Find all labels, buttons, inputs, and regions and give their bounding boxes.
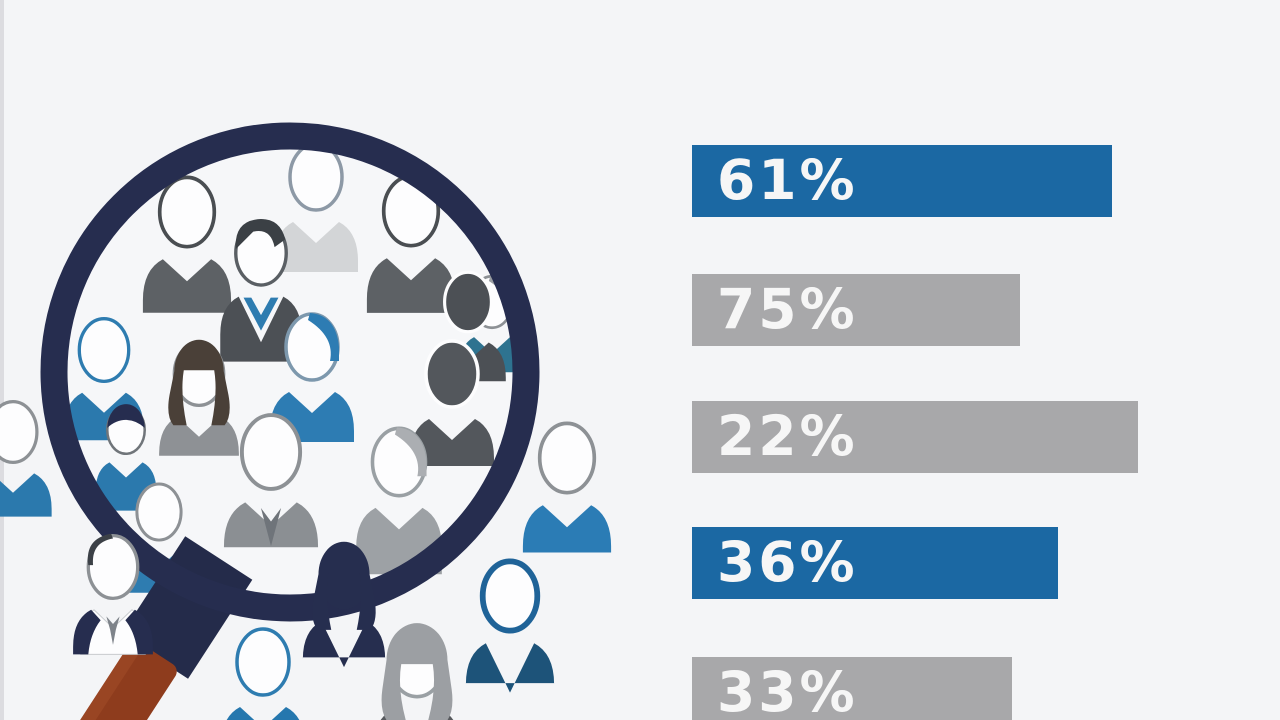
- magnifier-ring: [40, 122, 540, 622]
- bar-row: 36%: [692, 527, 1058, 599]
- person-icon: [302, 541, 386, 668]
- magnifier-handle: [32, 536, 253, 720]
- bar-row: 75%: [692, 274, 1020, 346]
- person-icon: [223, 413, 319, 548]
- person-icon: [142, 175, 232, 313]
- crowd-illustration: [0, 122, 612, 720]
- bar-label: 22%: [717, 403, 858, 468]
- person-icon: [73, 533, 153, 655]
- left-edge-line: [0, 0, 4, 720]
- person-icon: [226, 627, 300, 720]
- person-icon: [410, 339, 494, 466]
- person-icon: [220, 219, 302, 362]
- bar-row: 33%: [692, 657, 1012, 720]
- bar-label: 75%: [717, 276, 858, 341]
- person-icon: [380, 623, 454, 720]
- person-icon: [522, 421, 612, 553]
- bar-row: 61%: [692, 145, 1112, 217]
- person-icon: [159, 339, 239, 456]
- magnifying-glass: [32, 122, 540, 720]
- bar-label: 61%: [717, 147, 858, 212]
- bar-label: 36%: [717, 529, 858, 594]
- bar-label: 33%: [717, 659, 858, 720]
- bar-row: 22%: [692, 401, 1138, 473]
- person-icon: [465, 558, 555, 693]
